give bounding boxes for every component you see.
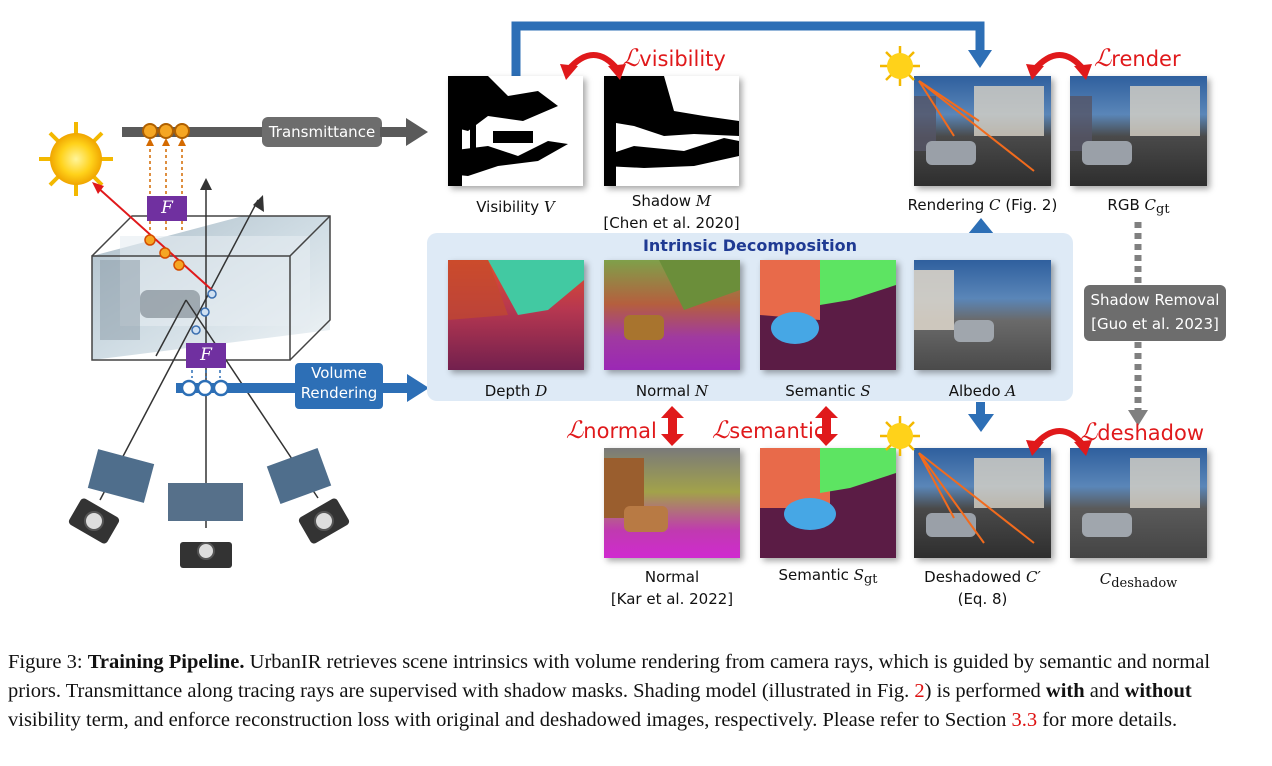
loss-arrows	[560, 52, 1092, 456]
deshadow-target-image	[1070, 448, 1207, 558]
deshadowed-image	[914, 448, 1051, 558]
sun-icon-small-top	[880, 46, 920, 86]
sun-icon	[39, 122, 113, 196]
rendering-image	[914, 76, 1051, 186]
shadow-removal-tag: Shadow Removal [Guo et al. 2023]	[1084, 285, 1226, 341]
loss-deshadow: ℒdeshadow	[1080, 418, 1205, 446]
caption-fig-ref[interactable]: 2	[914, 680, 925, 702]
transmittance-tag: Transmittance	[262, 117, 382, 147]
semantic-gt-image	[760, 448, 896, 558]
loss-render: ℒrender	[1094, 44, 1181, 72]
normal-prior-image	[604, 448, 740, 558]
deshadowed-label: Deshadowed C′ (Eq. 8)	[924, 568, 1041, 608]
rendering-label: Rendering C (Fig. 2)	[907, 196, 1058, 214]
rgb-gt-image	[1070, 76, 1207, 186]
transmittance-arrow	[380, 118, 428, 146]
caption-fig-number: Figure 3:	[8, 651, 83, 673]
normal-label: Normal N	[635, 382, 709, 400]
visibility-image	[448, 76, 583, 186]
intrinsic-decomposition-title: Intrinsic Decomposition	[642, 236, 858, 255]
cdeshadow-label: Cdeshadow	[1099, 570, 1178, 591]
albedo-label: Albedo A	[948, 382, 1017, 400]
semantic-gt-label: Semantic Sgt	[778, 566, 878, 587]
loss-visibility: ℒvisibility	[622, 44, 726, 72]
caption-title: Training Pipeline.	[87, 651, 245, 673]
camera-center-icon	[168, 483, 243, 568]
camera-left-icon	[68, 449, 155, 544]
loss-semantic: ℒsemantic	[712, 416, 826, 444]
rgb-label: RGB Cgt	[1107, 196, 1170, 217]
volume-rendering-tag: Volume Rendering	[295, 363, 383, 409]
caption-section-ref[interactable]: 3.3	[1011, 709, 1038, 731]
figure-caption: Figure 3: Training Pipeline. UrbanIR ret…	[8, 651, 1211, 731]
volume-rendering-arrow	[381, 374, 429, 402]
normal-prior-label: Normal [Kar et al. 2022]	[610, 568, 734, 608]
shadow-label: Shadow M [Chen et al. 2020]	[603, 192, 740, 232]
depth-label: Depth D	[484, 382, 548, 400]
normal-image	[604, 260, 740, 370]
field-f-box-bottom: F	[186, 343, 226, 368]
camera-right-icon	[266, 447, 350, 544]
volume-scene-illustration	[39, 122, 350, 568]
field-f-box-top: F	[147, 196, 187, 221]
albedo-image	[914, 260, 1051, 370]
sun-icon-small-bottom	[880, 416, 920, 456]
shadow-mask-image	[604, 76, 739, 186]
semantic-image	[760, 260, 896, 370]
visibility-label: Visibility V	[476, 198, 555, 216]
semantic-label: Semantic S	[785, 382, 871, 400]
depth-image	[448, 260, 584, 370]
loss-normal: ℒnormal	[566, 416, 657, 444]
